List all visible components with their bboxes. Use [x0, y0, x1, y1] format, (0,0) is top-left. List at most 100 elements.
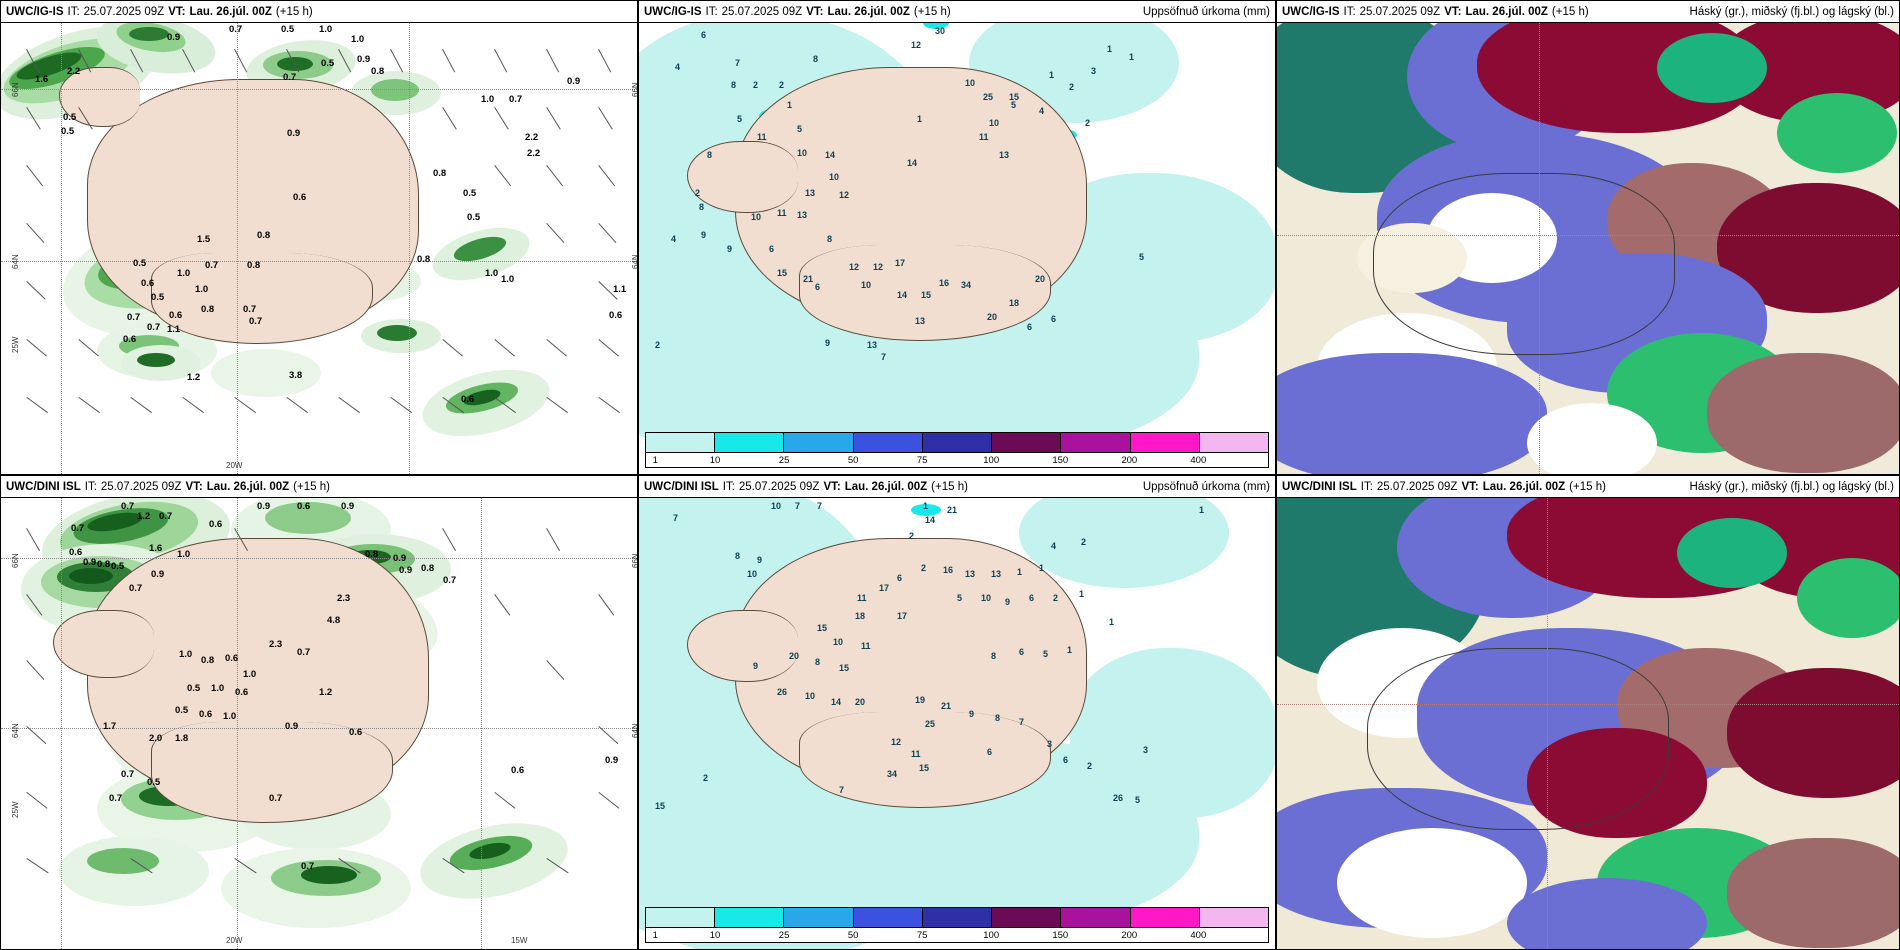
panel-accum-precip-dini[interactable]: UWC/DINI ISL IT: 25.07.2025 09Z VT: Lau.… — [638, 475, 1276, 950]
precip-blob — [265, 502, 351, 534]
precip-value-label: 9 — [701, 230, 707, 240]
map-canvas-clouds-dini[interactable] — [1277, 498, 1899, 949]
precip-value-label: 15 — [777, 268, 788, 278]
lead-time: (+15 h) — [1569, 480, 1606, 493]
contour-label: 1.0 — [177, 549, 191, 560]
colorbar-swatch — [1199, 908, 1268, 927]
precip-value-label: 4 — [675, 62, 681, 72]
valid-time: Lau. 26.júl. 00Z — [1465, 5, 1548, 18]
contour-label: 1.1 — [167, 324, 181, 335]
precip-value-label: 3 — [1143, 745, 1149, 755]
map-canvas-accum-precip-igis[interactable]: 6 4 8 2 2 1 5 8 7 8 11 5 10 14 13 10 2 8… — [639, 23, 1275, 474]
precip-value-label: 15 — [919, 763, 930, 773]
colorbar-accum-precip[interactable]: 1 10 25 50 75 100 150 200 400 — [645, 907, 1269, 943]
precip-value-label: 7 — [673, 513, 679, 523]
precip-value-label: 9 — [1005, 597, 1011, 607]
contour-label: 0.5 — [467, 212, 481, 223]
panel-header-clouds-igis: UWC/IG-IS IT: 25.07.2025 09Z VT: Lau. 26… — [1277, 1, 1899, 23]
lead-time: (+15 h) — [275, 5, 313, 18]
contour-label: 2.2 — [525, 132, 539, 143]
contour-label: 0.6 — [225, 653, 239, 664]
contour-label: 4.8 — [327, 615, 341, 626]
axis-label-lon-left: 25W — [11, 336, 20, 353]
contour-label: 1.0 — [195, 284, 209, 295]
panel-precip-rate-dini[interactable]: UWC/DINI ISL IT: 25.07.2025 09Z VT: Lau.… — [0, 475, 638, 950]
precip-value-label: 2 — [655, 340, 661, 350]
precip-value-label: 16 — [943, 565, 954, 575]
valid-time: Lau. 26.júl. 00Z — [827, 5, 910, 18]
precip-value-label: 1 — [1079, 589, 1085, 599]
precip-value-label: 14 — [831, 697, 842, 707]
colorbar-swatch — [1199, 433, 1268, 452]
panel-header-accum-precip-igis: UWC/IG-IS IT: 25.07.2025 09Z VT: Lau. 26… — [639, 1, 1275, 23]
contour-label: 1.2 — [319, 687, 333, 698]
precip-value-label: 7 — [881, 352, 887, 362]
colorbar-tick: 50 — [847, 930, 859, 941]
precip-value-label: 20 — [789, 651, 800, 661]
panel-precip-rate-igis[interactable]: UWC/IG-IS IT: 25.07.2025 09Z VT: Lau. 26… — [0, 0, 638, 475]
contour-label: 0.9 — [393, 553, 407, 564]
axis-label-lon: 15W — [511, 936, 528, 945]
colorbar-swatch — [646, 908, 716, 927]
precip-value-label: 20 — [1035, 274, 1046, 284]
contour-label: 1.2 — [187, 372, 201, 383]
run-time: 25.07.2025 09Z — [100, 480, 182, 493]
precip-value-label: 26 — [777, 687, 788, 697]
colorbar-tick: 25 — [778, 930, 790, 941]
contour-label: 2.2 — [527, 148, 541, 159]
precip-value-label: 2 — [1087, 761, 1093, 771]
precip-value-label: 1 — [1129, 52, 1135, 62]
contour-label: 0.6 — [69, 547, 83, 558]
contour-label: 0.7 — [129, 583, 143, 594]
map-canvas-precip-rate-igis[interactable]: 66N 64N 66N 64N 25W 20W — [1, 23, 637, 474]
colorbar-tick: 1 — [652, 930, 658, 941]
contour-label: 0.5 — [321, 58, 335, 69]
panel-clouds-dini[interactable]: UWC/DINI ISL IT: 25.07.2025 09Z VT: Lau.… — [1276, 475, 1900, 950]
precip-value-label: 7 — [839, 785, 845, 795]
precip-blob — [129, 27, 169, 41]
precip-band — [1069, 648, 1275, 818]
precip-value-label: 6 — [815, 282, 821, 292]
precip-value-label: 2 — [1085, 118, 1091, 128]
precip-value-label: 15 — [839, 663, 850, 673]
precip-value-label: 30 — [935, 26, 946, 36]
map-canvas-clouds-igis[interactable] — [1277, 23, 1899, 474]
axis-label-lat: 66N — [11, 553, 20, 568]
axis-label-lon-left: 25W — [11, 801, 20, 818]
precip-value-label: 12 — [891, 737, 902, 747]
precip-value-label: 12 — [849, 262, 860, 272]
precip-value-label: 2 — [753, 80, 759, 90]
panel-accum-precip-igis[interactable]: UWC/IG-IS IT: 25.07.2025 09Z VT: Lau. 26… — [638, 0, 1276, 475]
colorbar-swatch — [715, 908, 785, 927]
valid-label: VT: — [185, 480, 203, 493]
contour-label: 0.5 — [281, 24, 295, 35]
valid-label: VT: — [1444, 5, 1462, 18]
precip-value-label: 10 — [747, 569, 758, 579]
precip-value-label: 5 — [1043, 649, 1049, 659]
colorbar-swatch — [1130, 433, 1200, 452]
latitude-line — [1277, 235, 1899, 236]
panel-header-precip-rate-dini: UWC/DINI ISL IT: 25.07.2025 09Z VT: Lau.… — [1, 476, 637, 498]
map-canvas-accum-precip-dini[interactable]: 7 10 7 7 1 14 21 2 4 2 8 9 10 6 2 16 13 … — [639, 498, 1275, 949]
colorbar-accum-precip[interactable]: 1 10 25 50 75 100 150 200 400 — [645, 432, 1269, 468]
contour-label: 0.7 — [121, 501, 135, 512]
low-cloud-area — [1507, 878, 1707, 949]
precip-value-label: 13 — [999, 150, 1010, 160]
panel-clouds-igis[interactable]: UWC/IG-IS IT: 25.07.2025 09Z VT: Lau. 26… — [1276, 0, 1900, 475]
iceland-outline — [1373, 173, 1675, 355]
contour-label: 0.7 — [229, 24, 243, 35]
colorbar-tick: 100 — [983, 930, 1000, 941]
precip-value-label: 1 — [1049, 70, 1055, 80]
precip-value-label: 1 — [923, 501, 929, 511]
high-cloud-area — [1677, 518, 1787, 588]
colorbar-tick: 75 — [916, 455, 928, 466]
precip-value-label: 18 — [855, 611, 866, 621]
precip-value-label: 2 — [1053, 593, 1059, 603]
precip-value-label: 15 — [655, 801, 666, 811]
model-name: UWC/IG-IS — [644, 5, 702, 18]
precip-value-label: 14 — [897, 290, 908, 300]
model-name: UWC/IG-IS — [6, 5, 64, 18]
map-canvas-precip-rate-dini[interactable]: 66N 64N 66N 64N 25W 20W 15W — [1, 498, 637, 949]
precip-value-label: 8 — [815, 657, 821, 667]
